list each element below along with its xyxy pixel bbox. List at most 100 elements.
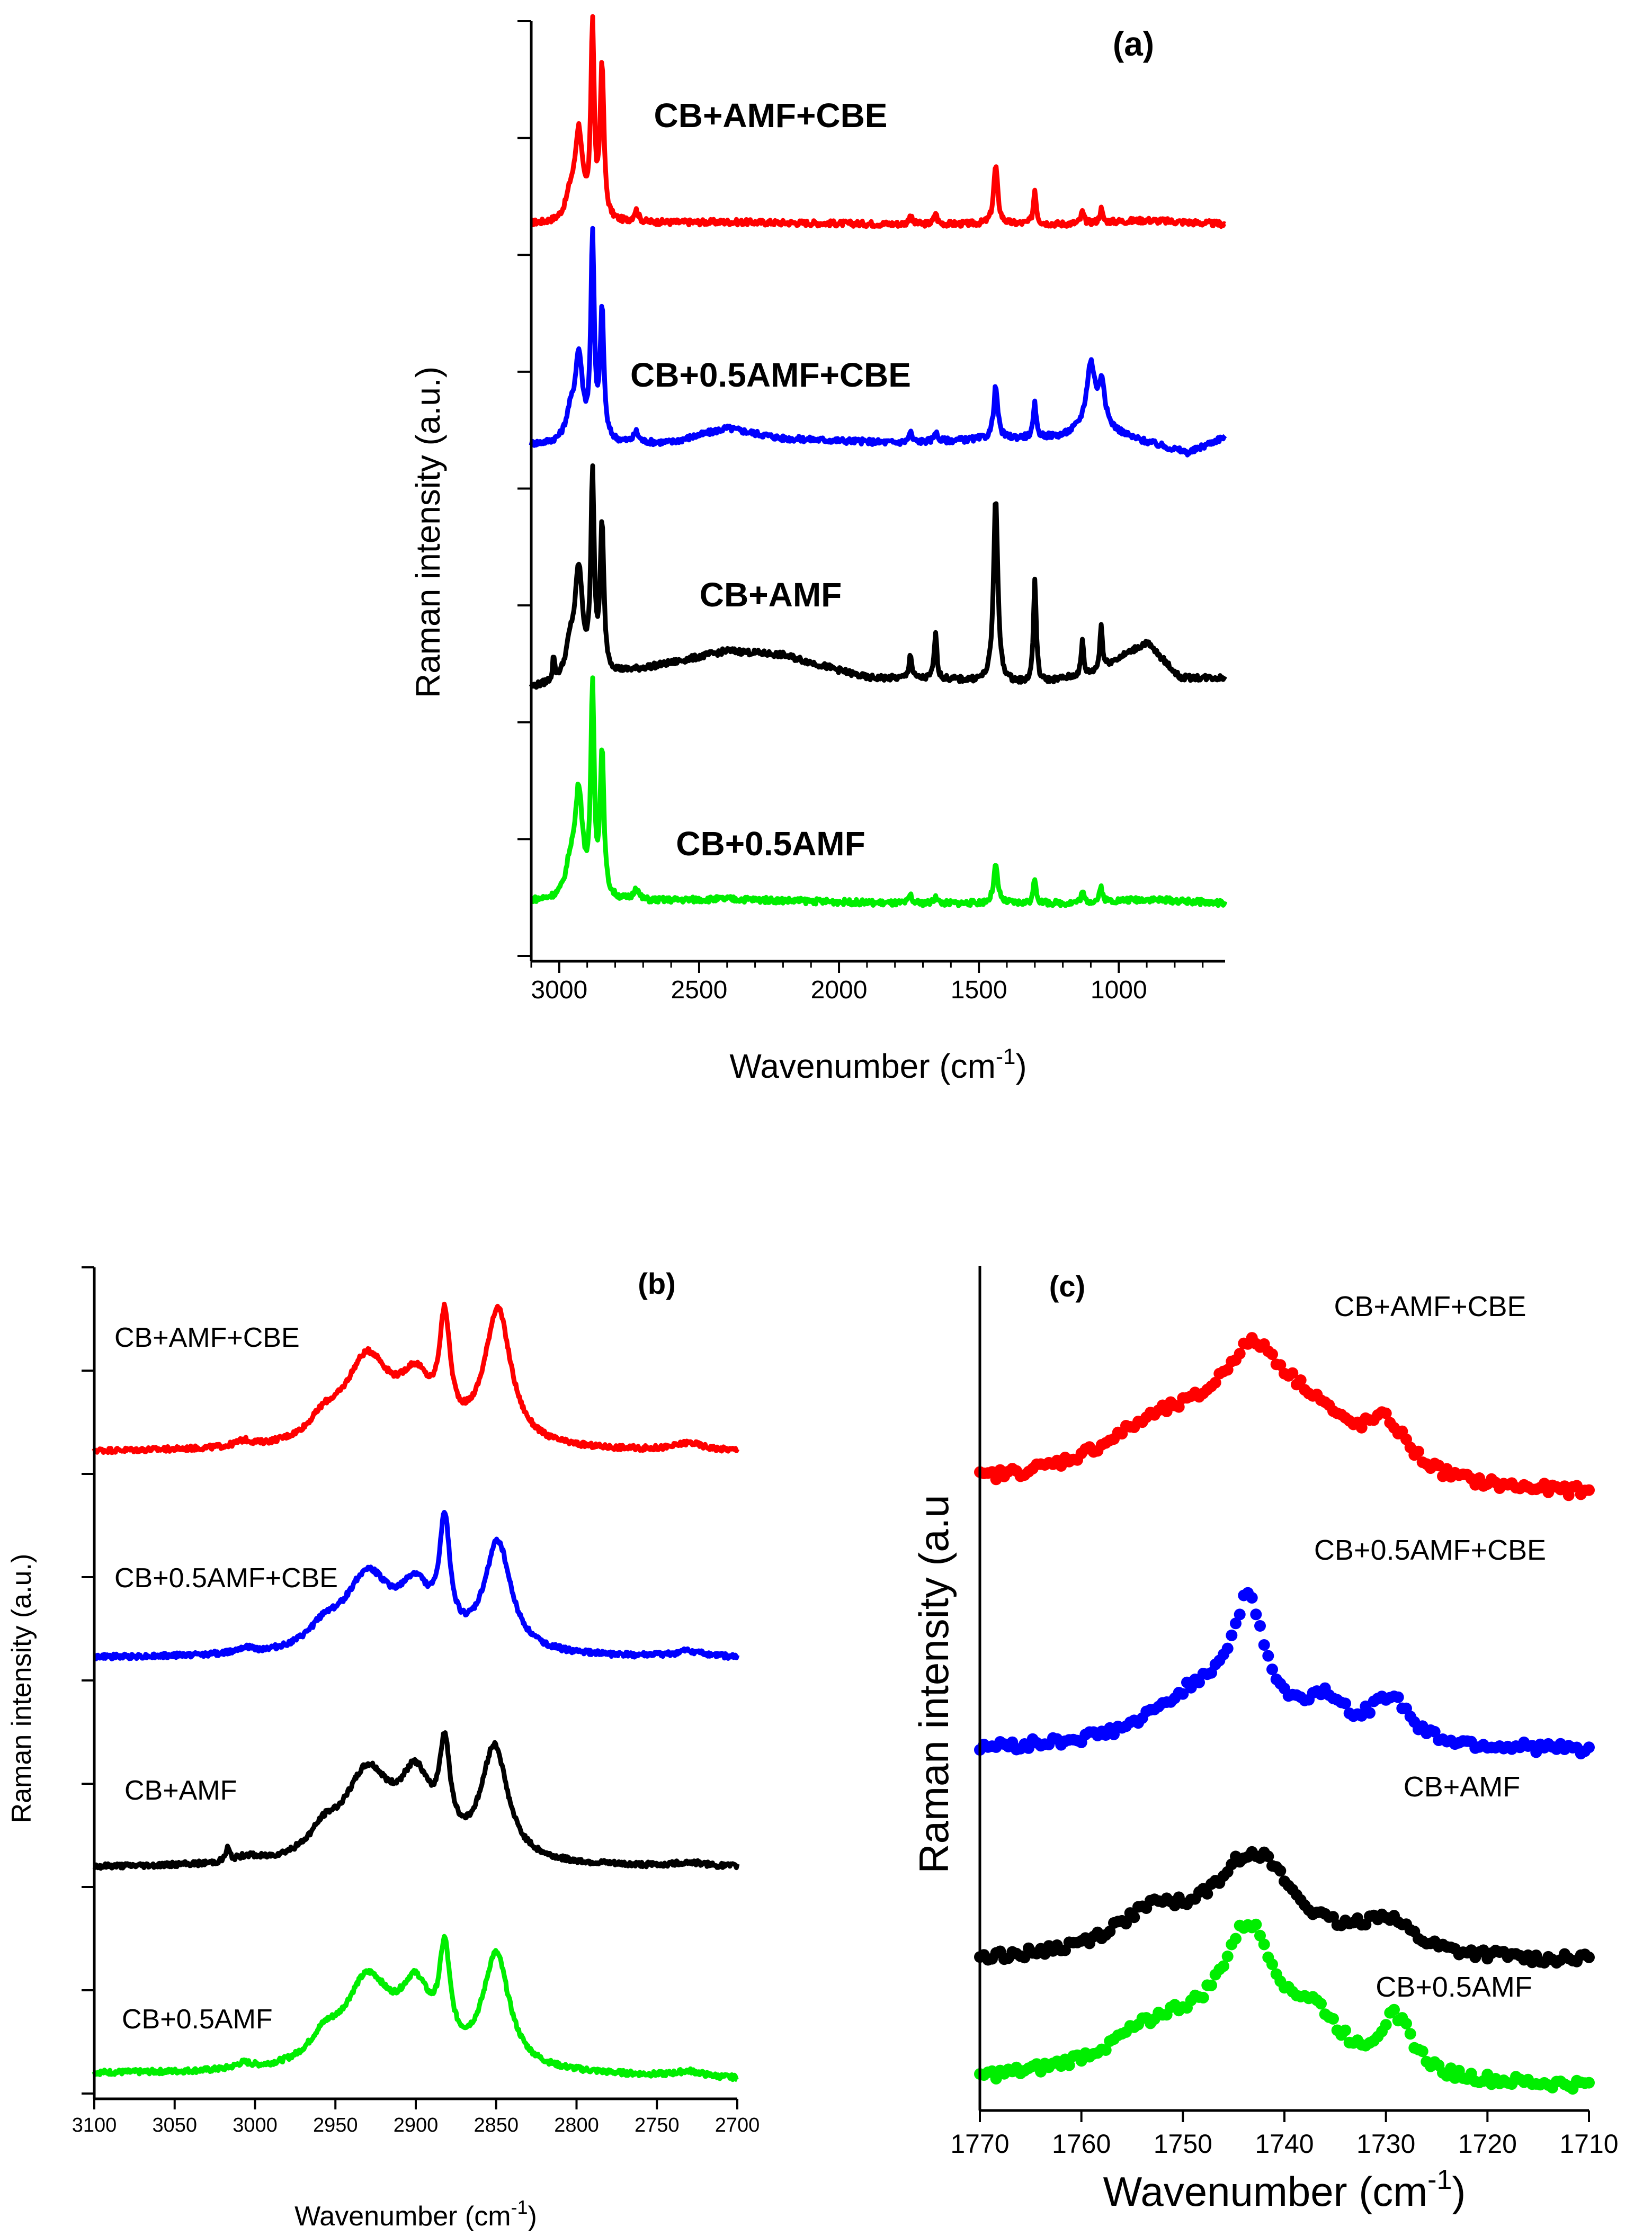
data-point — [1197, 1991, 1209, 2004]
panel-a-title: (a) — [1113, 25, 1154, 63]
x-tick-label: 1750 — [1154, 2129, 1212, 2159]
series-label: CB+AMF — [124, 1775, 237, 1806]
series-cb-0-5amf-cbe — [93, 1510, 740, 1661]
data-point — [1404, 2028, 1416, 2040]
panel-b-chart: 3100 3050 3000 2950 2900 2850 2800 2750 2700 CB+… — [6, 1266, 760, 2232]
panel-b-y-axis-label: Raman intensity (a.u.) — [6, 1554, 37, 1823]
data-point — [1266, 1348, 1278, 1361]
data-point — [1583, 1484, 1595, 1496]
data-point — [1226, 1629, 1238, 1641]
series-label: CB+AMF+CBE — [114, 1322, 300, 1353]
data-point — [1250, 1608, 1262, 1621]
panel-c-chart: 1770 1760 1750 1740 1730 1720 1710 CB+AMF+CBE C… — [910, 1266, 1619, 2215]
data-point — [1246, 1591, 1258, 1604]
x-tick-label: 3000 — [531, 976, 587, 1004]
series-label: CB+AMF+CBE — [1334, 1291, 1526, 1322]
panel-a-x-axis-label: Wavenumber (cm-1) — [729, 1044, 1026, 1085]
data-point — [1100, 2044, 1112, 2056]
series-label: CB+0.5AMF — [676, 825, 865, 863]
data-point — [1221, 1642, 1234, 1654]
data-point — [1266, 1663, 1278, 1676]
series-cb-0-5amf-cbe — [529, 226, 1227, 458]
series-line — [530, 675, 1228, 908]
data-point — [1218, 1960, 1229, 1972]
series-line — [93, 1510, 740, 1661]
x-tick-label: 2900 — [394, 2114, 439, 2136]
panel-a-chart: 3000 2500 2000 1500 1000 CB+AMF+CBE CB+0.5AMF… — [409, 14, 1228, 1085]
series-cb-amf-cbe — [92, 1301, 740, 1455]
series-label: CB+AMF — [1404, 1771, 1521, 1803]
series-line — [529, 226, 1227, 458]
x-tick-label: 1000 — [1091, 976, 1147, 1004]
series-cb-amf-cbe — [974, 1332, 1595, 1501]
data-point — [1327, 2013, 1339, 2025]
series-cb-0-5amf — [530, 675, 1228, 908]
series-line — [92, 1301, 740, 1455]
x-tick-label: 1740 — [1255, 2129, 1314, 2159]
data-point — [1258, 1639, 1270, 1651]
series-cb-0-5amf — [92, 1934, 739, 2082]
series-cb-amf-cbe — [530, 14, 1227, 229]
x-tick-label: 2950 — [313, 2114, 358, 2136]
data-point — [1193, 1676, 1205, 1688]
series-cb-amf — [92, 1730, 740, 1871]
data-point — [1128, 1911, 1140, 1924]
data-point — [1583, 2077, 1595, 2089]
data-point — [1177, 1688, 1189, 1700]
series-label: CB+0.5AMF+CBE — [114, 1563, 338, 1594]
data-point — [1254, 1620, 1266, 1632]
panel-a-y-axis-label: Raman intensity (a.u.) — [409, 366, 447, 698]
data-point — [1258, 1938, 1270, 1951]
x-tick-label: 2850 — [474, 2114, 519, 2136]
series-cb-amf — [529, 463, 1227, 690]
data-point — [1254, 1929, 1266, 1942]
data-point — [1063, 2059, 1075, 2071]
series-line — [92, 1730, 740, 1871]
data-point — [1340, 2024, 1351, 2036]
panel-c-y-axis-label: Raman intensity (a.u — [910, 1495, 957, 1873]
x-tick-label: 1500 — [951, 976, 1007, 1004]
x-tick-label: 1760 — [1052, 2129, 1111, 2159]
data-point — [1583, 1951, 1595, 1963]
data-point — [1287, 1367, 1299, 1379]
data-point — [1294, 1374, 1307, 1386]
data-point — [1380, 2019, 1392, 2031]
data-point — [1201, 1888, 1213, 1900]
panel-c-x-axis-label: Wavenumber (cm-1) — [1103, 2165, 1466, 2215]
data-point — [1173, 1401, 1185, 1413]
series-line — [92, 1934, 739, 2082]
series-label: CB+0.5AMF — [1376, 1971, 1532, 2003]
x-tick-label: 2000 — [811, 976, 868, 1004]
series-label: CB+AMF — [700, 576, 842, 614]
data-point — [1340, 1697, 1351, 1710]
data-point — [1120, 1918, 1132, 1930]
x-tick-label: 1710 — [1559, 2129, 1618, 2159]
x-tick-label: 2800 — [554, 2114, 599, 2136]
data-point — [1583, 1741, 1595, 1754]
x-tick-label: 3100 — [72, 2114, 117, 2136]
series-cb-0-5amf — [974, 1918, 1595, 2095]
data-point — [1315, 1998, 1327, 2010]
data-point — [1380, 1407, 1392, 1419]
x-tick-label: 3050 — [152, 2114, 197, 2136]
series-label: CB+0.5AMF — [122, 2004, 273, 2035]
series-line — [529, 463, 1227, 690]
data-point — [1413, 1445, 1424, 1457]
data-point — [1205, 1979, 1217, 1991]
panel-c-title: (c) — [1049, 1269, 1085, 1303]
data-point — [1364, 1707, 1376, 1719]
series-label: CB+0.5AMF+CBE — [630, 356, 911, 394]
data-point — [1355, 1421, 1368, 1434]
x-tick-label: 2750 — [635, 2114, 680, 2136]
series-cb-amf — [974, 1846, 1595, 1969]
data-point — [1274, 1359, 1287, 1371]
data-point — [1392, 1691, 1404, 1703]
data-point — [1262, 1850, 1274, 1863]
data-point — [1416, 2045, 1428, 2058]
data-point — [1262, 1650, 1274, 1662]
data-point — [1388, 2004, 1400, 2016]
x-tick-label: 2500 — [671, 976, 728, 1004]
data-point — [1160, 1406, 1173, 1417]
x-tick-label: 3000 — [233, 2114, 278, 2136]
